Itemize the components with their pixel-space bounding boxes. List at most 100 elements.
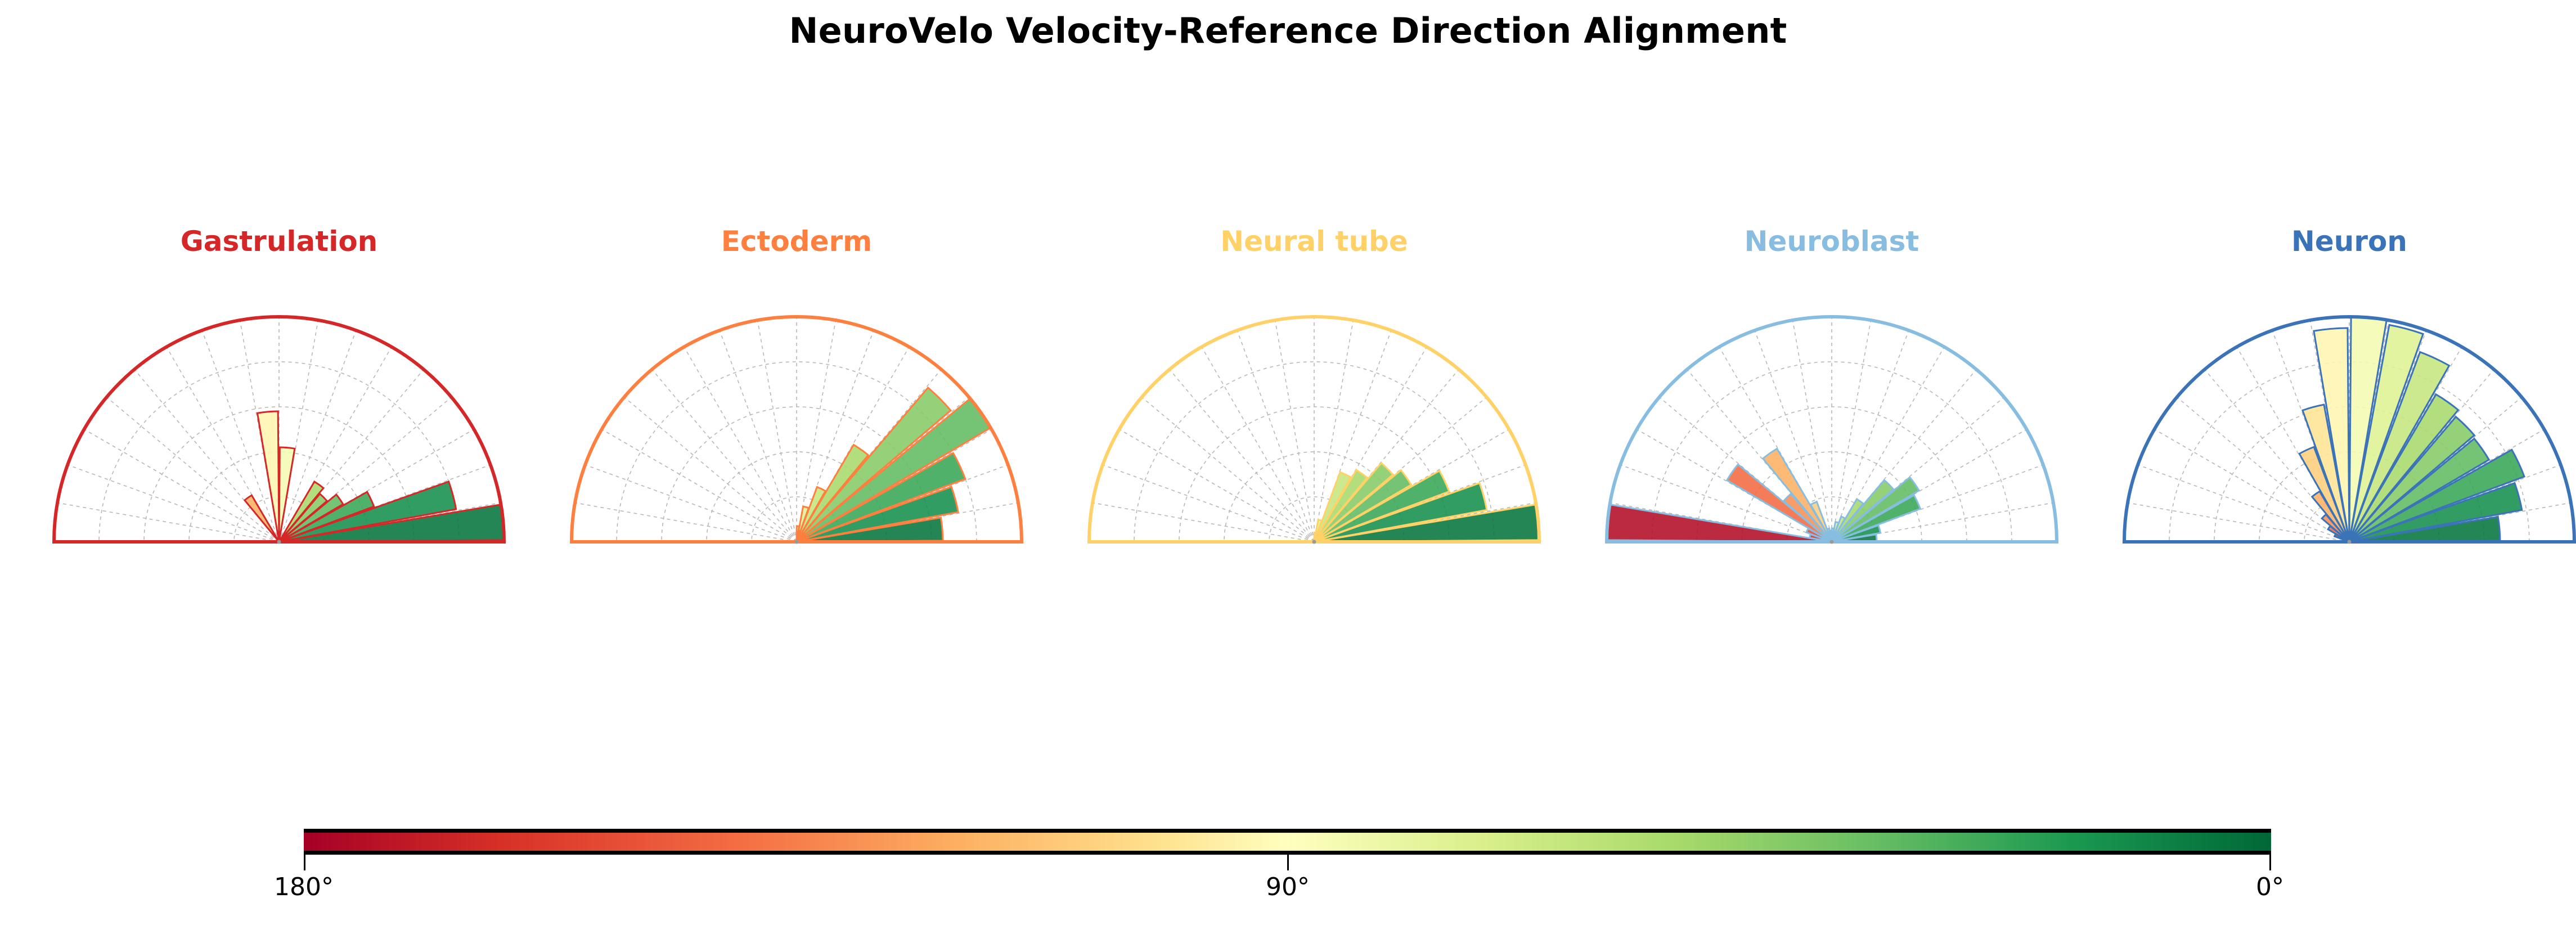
polar-bar [1831, 498, 1865, 542]
angular-gridline [57, 502, 280, 542]
polar-origin-marker [2347, 540, 2352, 544]
polar-panel-ectoderm: Ectoderm [555, 214, 1039, 563]
polar-bar [2321, 513, 2350, 543]
polar-axis-outline [52, 315, 506, 544]
colorbar-label-180: 180° [274, 873, 334, 901]
polar-bar [2333, 533, 2350, 543]
polar-bar [2313, 327, 2350, 542]
colorbar-label-90: 90° [1266, 873, 1310, 901]
colorbar-label-0: 0° [2256, 873, 2284, 901]
panel-title-gastrulation: Gastrulation [180, 225, 378, 258]
polar-bar [1831, 479, 1895, 543]
polar-bar [1314, 469, 1413, 543]
angular-gridline [601, 429, 797, 542]
polar-axes-neuroblast [1604, 315, 2059, 544]
polar-axis-outline [1604, 315, 2059, 544]
polar-bar [278, 493, 344, 543]
polar-bar [1313, 471, 1352, 542]
polar-axes-gastrulation [52, 315, 506, 544]
polar-axes-ectoderm [569, 315, 1024, 544]
polar-bar [2310, 490, 2350, 542]
polar-bar [1313, 469, 1369, 542]
polar-bar [795, 486, 827, 542]
polar-axes-neural-tube [1087, 315, 1541, 544]
polar-axis-outline [1087, 315, 1541, 544]
angular-gridline [84, 429, 280, 542]
polar-bar [1782, 492, 1833, 543]
polar-bar [795, 505, 810, 542]
polar-bar [1831, 494, 1922, 543]
radial-gridline [2214, 406, 2485, 542]
angular-gridline [684, 347, 797, 542]
radial-gridline [143, 406, 415, 542]
polar-origin-marker [1829, 540, 1834, 544]
polar-bar [795, 443, 870, 542]
polar-bar [278, 491, 375, 543]
angular-gridline [574, 502, 797, 542]
polar-panel-gastrulation: Gastrulation [37, 214, 521, 563]
polar-bar [278, 481, 457, 543]
polar-bar [2298, 446, 2350, 542]
radial-gridline [98, 361, 460, 542]
polar-panel-neuron: Neuron [2107, 214, 2576, 563]
panel-title-ectoderm: Ectoderm [721, 225, 873, 258]
polar-axis-outline [569, 315, 1024, 544]
angular-gridline [1274, 320, 1315, 542]
polar-bar [1313, 461, 1395, 543]
polar-bar [1313, 518, 1323, 542]
angular-gridline [1092, 502, 1315, 542]
angular-gridline [2127, 502, 2350, 542]
panel-title-neuroblast: Neuroblast [1744, 225, 1919, 258]
polar-bar [1761, 447, 1833, 542]
polar-bar [796, 486, 959, 543]
polar-panel-neural-tube: Neural tube [1072, 214, 1556, 563]
polar-bar [1805, 527, 1832, 543]
colorbar-gradient [304, 829, 2271, 855]
polar-bar [1313, 532, 1317, 542]
polar-bar [2349, 437, 2490, 543]
polar-axes-neuron [2122, 315, 2576, 544]
polar-bar [1831, 476, 1921, 543]
angular-gridline [1119, 429, 1315, 542]
radial-gridline [1696, 406, 1967, 542]
radial-gridline [661, 406, 932, 542]
polar-bar [1831, 515, 1846, 542]
polar-bar [278, 446, 296, 542]
polar-bar [796, 452, 966, 543]
polar-bar [243, 494, 280, 542]
polar-bar [1725, 463, 1832, 543]
polar-bar [795, 525, 801, 542]
panel-title-neuron: Neuron [2291, 225, 2407, 258]
polar-origin-marker [277, 540, 281, 544]
colorbar-tick-0 [2269, 855, 2271, 870]
polar-bar [1314, 469, 1450, 543]
angular-gridline [1201, 347, 1315, 542]
polar-bar [278, 481, 325, 542]
radial-gridline [1179, 406, 1450, 542]
angular-gridline [757, 320, 797, 542]
polar-bar [1831, 520, 1840, 542]
colorbar: 180° 90° 0° [274, 829, 2284, 901]
polar-bar [278, 492, 329, 543]
polar-origin-marker [794, 540, 799, 544]
polar-bar [2349, 482, 2523, 543]
polar-bar [2348, 351, 2451, 542]
polar-origin-marker [1312, 540, 1316, 544]
polar-bar [2349, 448, 2526, 543]
radial-gridline [1651, 361, 2012, 542]
colorbar-tick-90 [1287, 855, 1289, 870]
polar-bar [2301, 403, 2350, 542]
polar-bar [1314, 482, 1488, 543]
polar-bar [256, 410, 280, 542]
colorbar-tick-180 [304, 855, 305, 870]
polar-bar [2348, 415, 2476, 543]
polar-panel-neuroblast: Neuroblast [1590, 214, 2074, 563]
figure-title: NeuroVelo Velocity-Reference Direction A… [789, 10, 1787, 51]
radial-gridline [1134, 361, 1495, 542]
polar-bar [795, 386, 952, 543]
polar-bar [2348, 393, 2460, 542]
polar-bar [2348, 324, 2425, 542]
panel-title-neural-tube: Neural tube [1220, 225, 1408, 258]
polar-axis-outline [2122, 315, 2576, 544]
